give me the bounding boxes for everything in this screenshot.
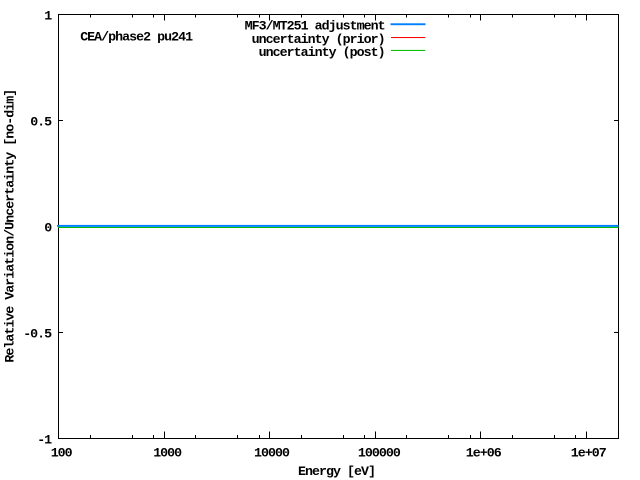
svg-text:Energy [eV]: Energy [eV] — [298, 464, 375, 479]
svg-text:Relative Variation/Uncertainty: Relative Variation/Uncertainty [no-dim] — [2, 90, 17, 363]
svg-text:100000: 100000 — [358, 446, 401, 461]
svg-text:uncertainty (post): uncertainty (post) — [259, 45, 385, 60]
svg-text:1e+06: 1e+06 — [466, 446, 502, 461]
svg-text:1: 1 — [44, 9, 52, 24]
svg-text:0.5: 0.5 — [30, 115, 52, 130]
svg-text:uncertainty (prior): uncertainty (prior) — [252, 32, 385, 47]
svg-text:-0.5: -0.5 — [23, 327, 52, 342]
svg-text:-1: -1 — [37, 433, 52, 448]
svg-text:CEA/phase2 pu241: CEA/phase2 pu241 — [80, 29, 193, 44]
svg-text:0: 0 — [44, 221, 52, 236]
svg-text:1e+07: 1e+07 — [571, 446, 607, 461]
svg-text:100: 100 — [51, 446, 73, 461]
svg-text:1000: 1000 — [153, 446, 182, 461]
svg-text:MF3/MT251 adjustment: MF3/MT251 adjustment — [245, 19, 385, 34]
svg-text:10000: 10000 — [254, 446, 290, 461]
